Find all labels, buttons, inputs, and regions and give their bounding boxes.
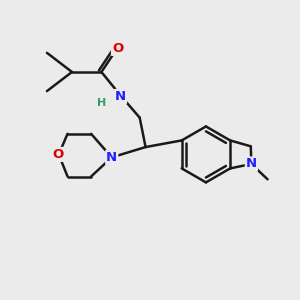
Text: N: N: [246, 158, 257, 170]
Text: N: N: [106, 151, 117, 164]
Text: O: O: [52, 148, 64, 161]
Text: H: H: [97, 98, 106, 109]
Text: N: N: [115, 90, 126, 103]
Text: O: O: [112, 42, 123, 55]
